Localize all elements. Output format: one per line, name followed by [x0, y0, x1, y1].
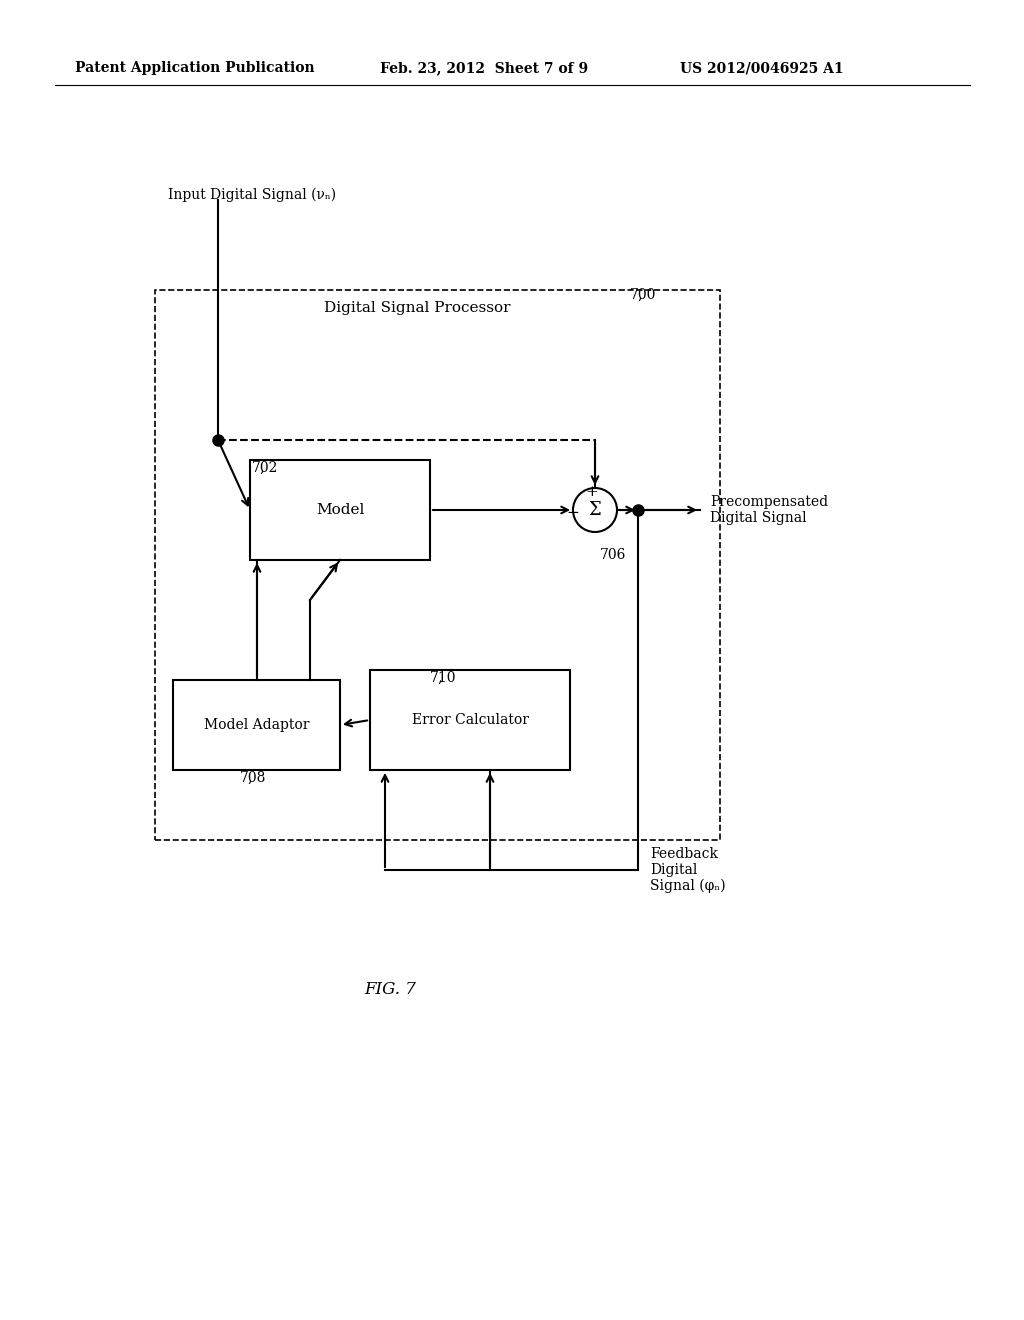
Text: −: −	[566, 506, 580, 520]
Text: FIG. 7: FIG. 7	[365, 982, 416, 998]
Bar	[370, 671, 570, 770]
Text: Σ: Σ	[589, 502, 601, 519]
Text: 708: 708	[240, 771, 266, 785]
Text: US 2012/0046925 A1: US 2012/0046925 A1	[680, 61, 844, 75]
Text: Precompensated
Digital Signal: Precompensated Digital Signal	[710, 495, 828, 525]
Text: 706: 706	[600, 548, 627, 562]
Text: Input Digital Signal (νₙ): Input Digital Signal (νₙ)	[168, 187, 336, 202]
Bar	[250, 459, 430, 560]
Bar	[173, 680, 340, 770]
Text: Error Calculator: Error Calculator	[412, 713, 528, 727]
Text: 702: 702	[252, 461, 279, 475]
Text: 700: 700	[630, 288, 656, 302]
Text: Patent Application Publication: Patent Application Publication	[75, 61, 314, 75]
Bar	[155, 290, 720, 840]
Text: Model Adaptor: Model Adaptor	[204, 718, 309, 733]
Text: Feedback
Digital
Signal (φₙ): Feedback Digital Signal (φₙ)	[650, 846, 726, 894]
Text: 710: 710	[430, 671, 457, 685]
Text: Digital Signal Processor: Digital Signal Processor	[325, 301, 511, 315]
Text: Feb. 23, 2012  Sheet 7 of 9: Feb. 23, 2012 Sheet 7 of 9	[380, 61, 588, 75]
Circle shape	[573, 488, 617, 532]
Text: +: +	[586, 484, 598, 499]
Text: Model: Model	[315, 503, 365, 517]
